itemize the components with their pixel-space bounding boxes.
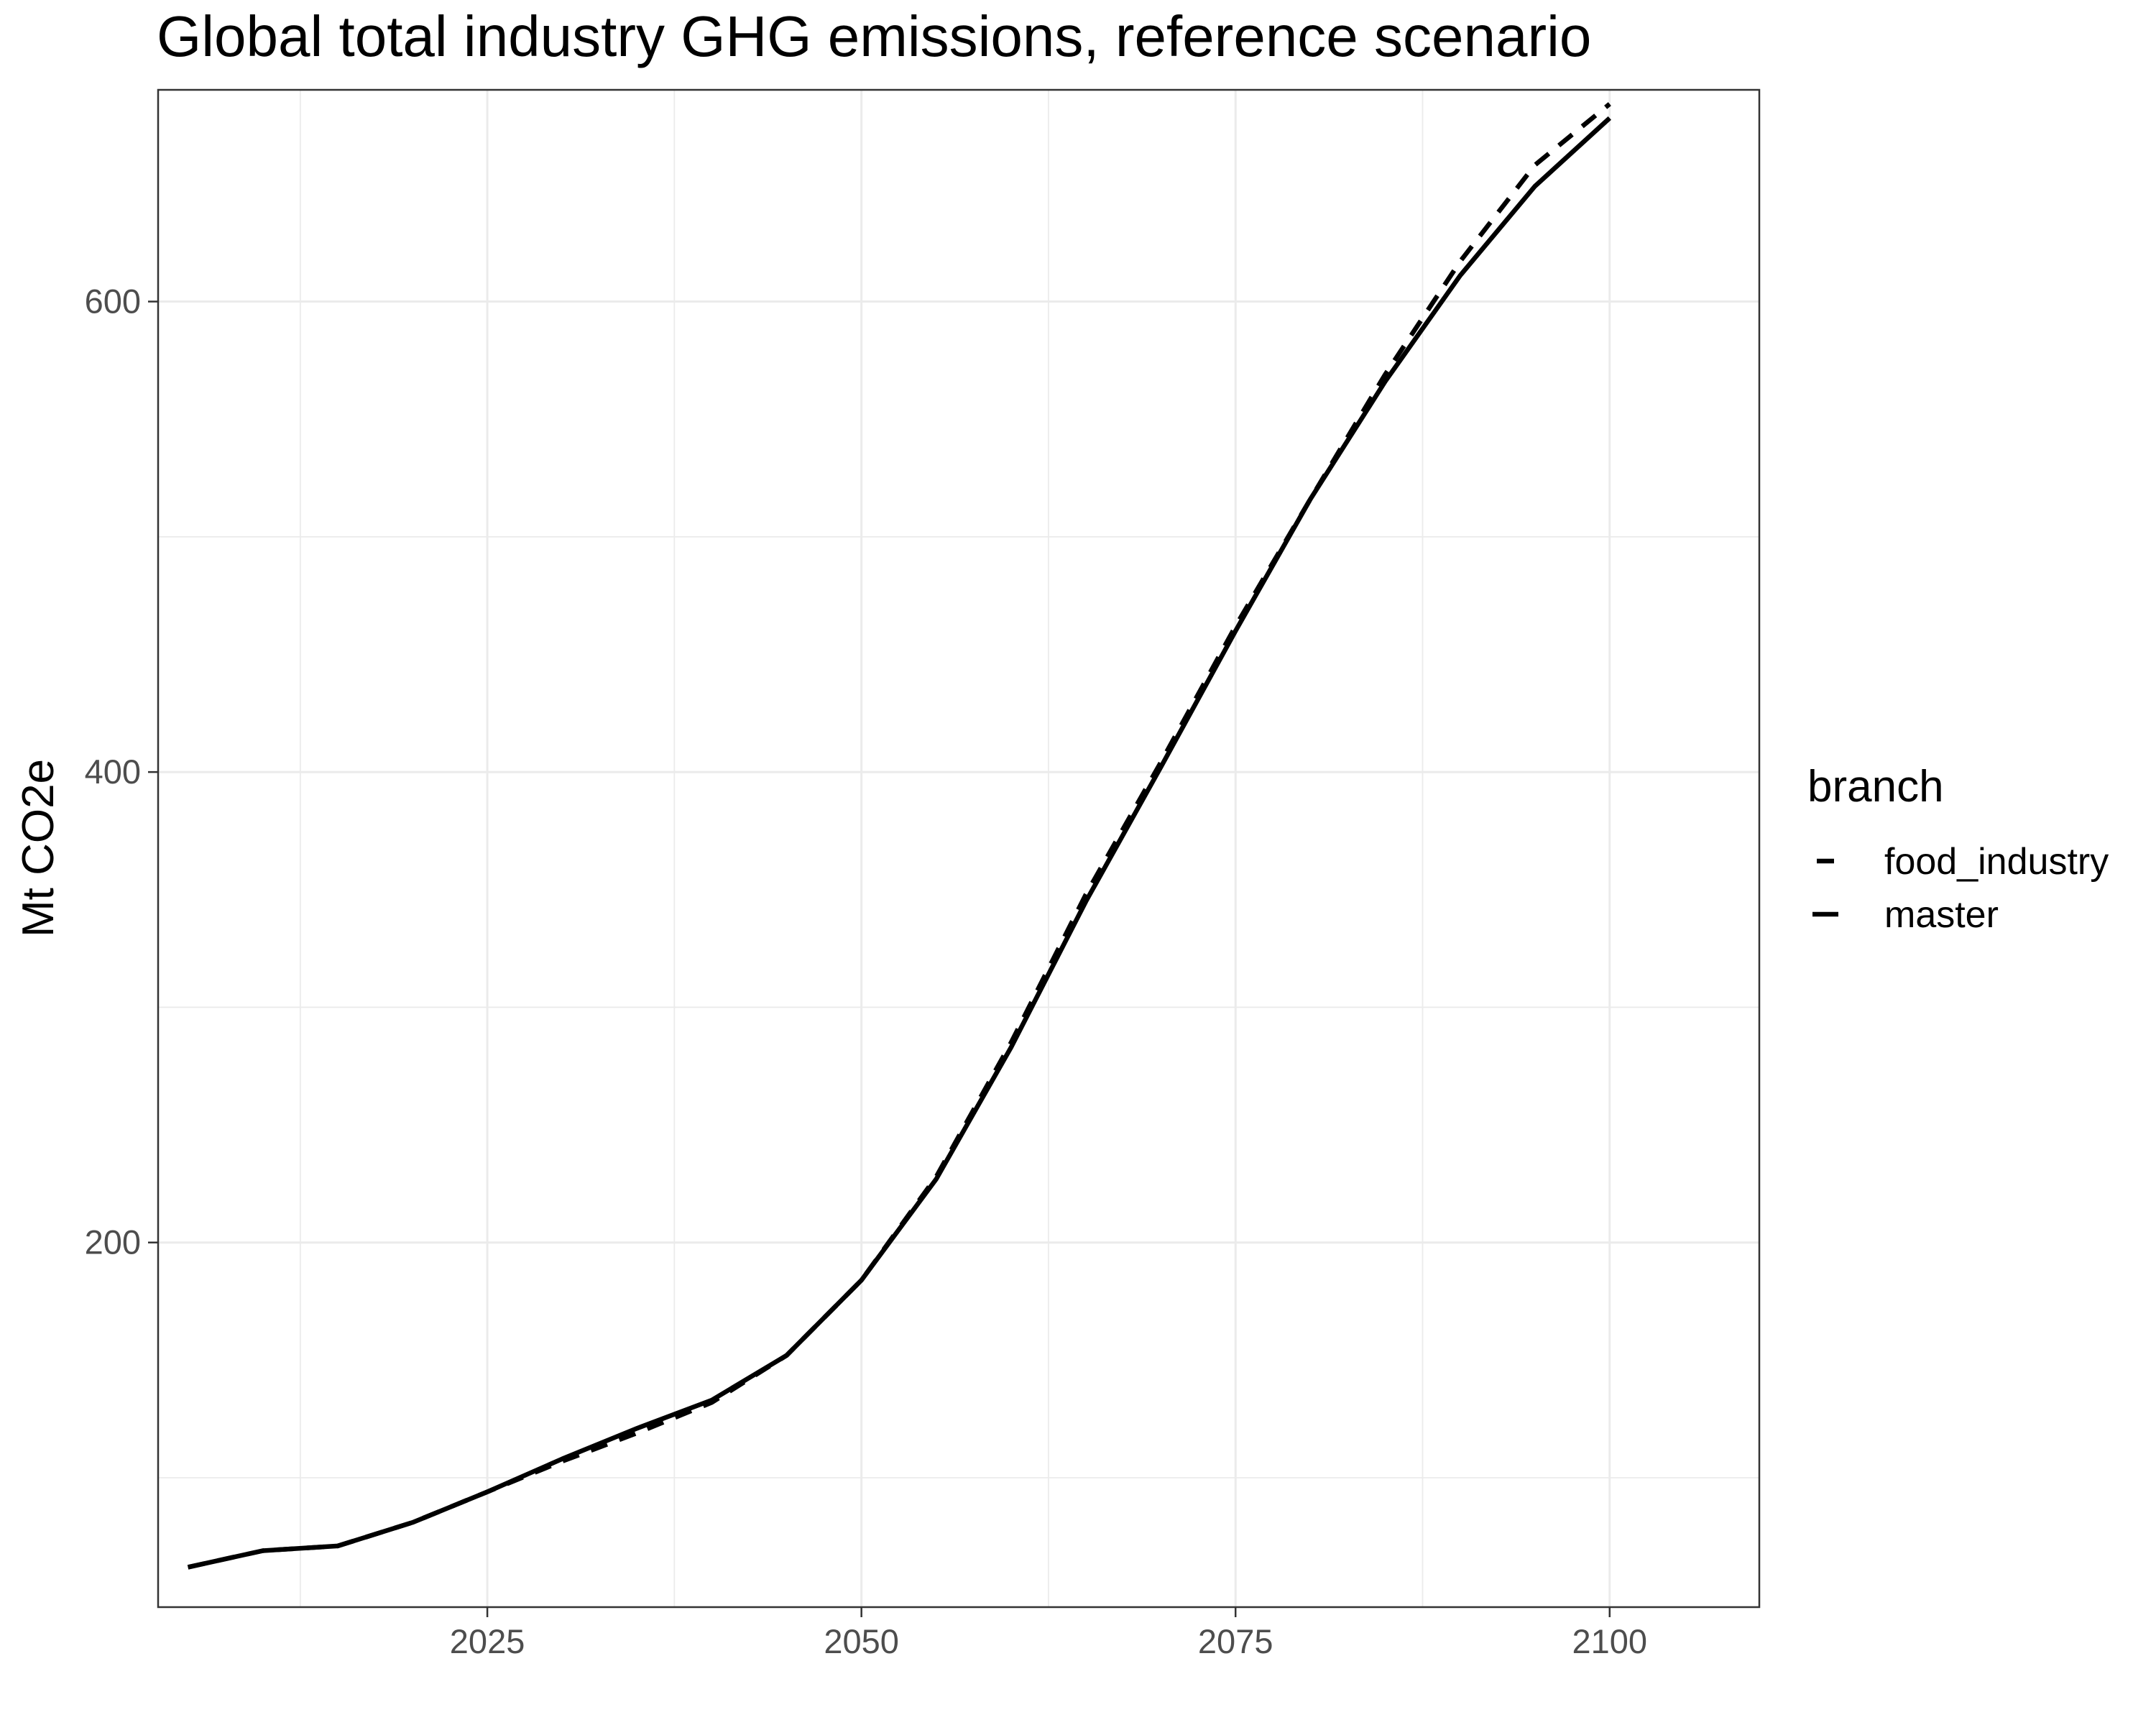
legend-title: branch (1807, 762, 1944, 811)
y-tick-label: 400 (85, 753, 141, 791)
series-line-food-industry (187, 102, 1611, 1570)
plot-area: 2025 2050 2075 2100 200 400 600 (85, 88, 1761, 1660)
x-tick-label: 2025 (450, 1622, 525, 1660)
chart-title: Global total industry GHG emissions, ref… (157, 4, 1591, 68)
y-tick-label: 200 (85, 1223, 141, 1261)
x-tick-label: 2075 (1198, 1622, 1273, 1660)
y-axis-label: Mt CO2e (14, 759, 63, 937)
panel-border (157, 88, 1761, 1609)
legend-label-food-industry: food_industry (1884, 841, 2109, 883)
x-tick-label: 2100 (1572, 1622, 1647, 1660)
y-tick-label: 600 (85, 282, 141, 321)
series-line-master (187, 116, 1611, 1570)
legend-label-master: master (1884, 894, 1999, 936)
x-tick-label: 2050 (824, 1622, 899, 1660)
